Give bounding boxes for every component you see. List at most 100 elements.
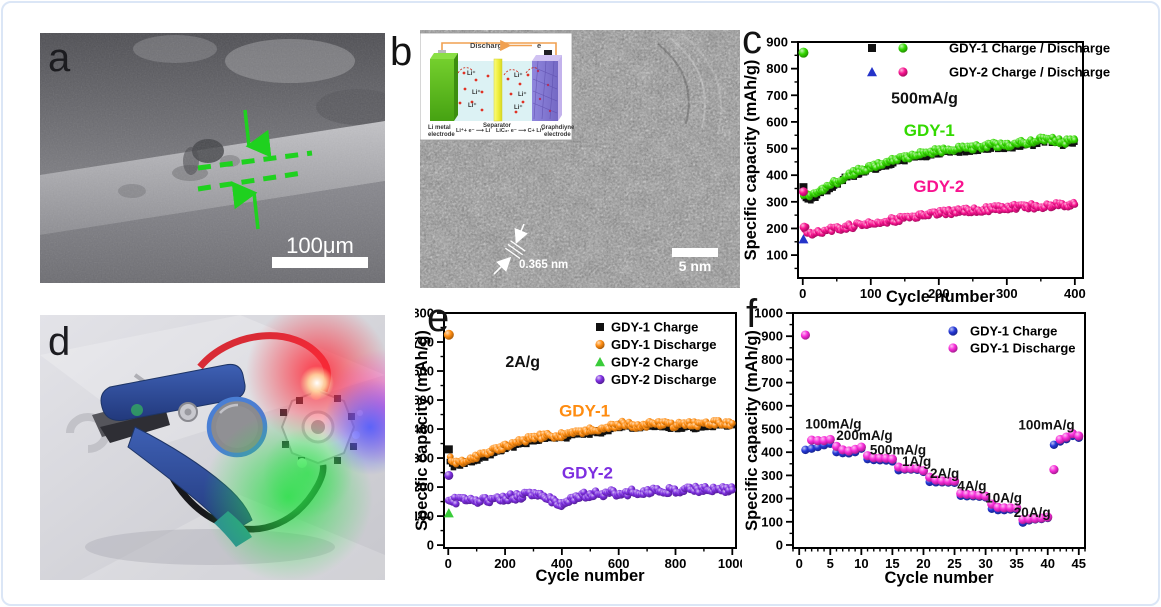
svg-text:GDY-1 Charge: GDY-1 Charge [970, 324, 1057, 339]
lattice-spacing-annotation: 0.365 nm [493, 223, 568, 275]
svg-text:0: 0 [796, 556, 803, 571]
svg-text:200: 200 [928, 286, 950, 301]
panel-d-led-demo-photo [40, 315, 385, 580]
chart-svg-f: 0 5 10 15 20 25 30 35 40 45 0 100 200 300 400 500 600 700… [743, 306, 1086, 588]
svg-text:2A/g: 2A/g [505, 354, 540, 371]
lattice-arrow-icon [493, 256, 512, 275]
svg-text:0: 0 [445, 556, 452, 571]
svg-text:600: 600 [766, 114, 788, 129]
svg-text:Cycle number: Cycle number [884, 569, 994, 587]
ion-path-arrows [457, 67, 539, 76]
svg-text:900: 900 [766, 35, 788, 50]
svg-text:35: 35 [1009, 556, 1023, 571]
svg-text:40: 40 [1040, 556, 1054, 571]
panel-letter-e: e [427, 296, 450, 340]
series-gdy-2-discharge [801, 198, 1079, 239]
svg-text:20A/g: 20A/g [1014, 505, 1051, 520]
ion-label: Li⁺ [514, 104, 523, 111]
arrow-up-icon [231, 181, 260, 230]
svg-text:GDY-2 Discharge: GDY-2 Discharge [611, 372, 717, 387]
left-electrode-label-1: Li metal [428, 125, 451, 131]
svg-text:900: 900 [761, 329, 783, 344]
series-gdy-1-discharge-cycle-1 [443, 329, 454, 340]
scale-bar-label: 100μm [286, 233, 354, 258]
svg-text:800: 800 [766, 61, 788, 76]
chart-cycling-500mAg: 0 100 200 300 400 100 200 300 400 500 600 700 800 900… [740, 18, 1161, 308]
svg-text:300: 300 [996, 286, 1018, 301]
chart-svg-e: 0 200 400 600 800 1000 0 100 200 300 400 500 600 700 8… [412, 306, 746, 586]
panel-letter-f: f [746, 292, 758, 336]
svg-text:100mA/g: 100mA/g [1018, 417, 1074, 432]
svg-text:500mA/g: 500mA/g [891, 91, 958, 108]
ion-label: Li⁺ [468, 102, 477, 109]
series-gdy-2-discharge-cycle-1 [444, 470, 454, 480]
thickness-annotation [197, 109, 313, 230]
svg-text:25: 25 [947, 556, 961, 571]
panel-a-sem-image: 100μm [40, 33, 385, 283]
ion-label: Li⁺ [514, 72, 523, 79]
svg-text:GDY-2: GDY-2 [913, 177, 964, 196]
right-electrode-label-1: Graphdiyne [541, 125, 575, 131]
legend: GDY-1 Charge GDY-1 Discharge GDY-2 Charge G… [595, 320, 717, 387]
ion-label: Li⁺ [518, 91, 527, 98]
battery-schematic-inset: Discharge e [420, 32, 575, 141]
series-gdy-2-charge-cycle-1 [443, 508, 454, 518]
svg-text:700: 700 [766, 88, 788, 103]
svg-text:300: 300 [415, 451, 434, 466]
svg-text:GDY-1: GDY-1 [559, 402, 610, 421]
scale-bar-label: 5 nm [679, 258, 712, 274]
svg-text:100mA/g: 100mA/g [805, 416, 861, 431]
svg-text:500: 500 [766, 141, 788, 156]
left-electrode-label-2: electrode [428, 132, 455, 138]
svg-text:30: 30 [978, 556, 992, 571]
panel-letter-c: c [742, 18, 762, 62]
series-gdy-1-discharge [800, 330, 1084, 525]
svg-text:100: 100 [860, 286, 882, 301]
right-reaction-label: LiC₃- e⁻ ⟶ C+ Li⁺ [496, 127, 544, 134]
series-gdy-1-charge-cycle-1 [444, 445, 453, 454]
panel-letter-d: d [48, 320, 71, 364]
series-gdy-2-charge-cycle-1 [798, 234, 809, 244]
svg-text:200: 200 [761, 491, 783, 506]
svg-text:400: 400 [415, 422, 434, 437]
svg-text:700: 700 [761, 375, 783, 390]
svg-text:0: 0 [776, 537, 783, 552]
series-gdy-2-discharge-cycle-1 [798, 187, 809, 232]
svg-text:500mA/g: 500mA/g [870, 443, 926, 458]
sem-texture [40, 33, 385, 283]
svg-text:45: 45 [1072, 556, 1086, 571]
svg-text:GDY-1 Charge / Discharge: GDY-1 Charge / Discharge [949, 41, 1110, 56]
lattice-arrow-icon [514, 223, 528, 244]
svg-text:200: 200 [494, 556, 516, 571]
svg-text:15: 15 [885, 556, 899, 571]
chart-svg-c: 0 100 200 300 400 100 200 300 400 500 600 700 800 900… [742, 35, 1110, 307]
svg-text:400: 400 [1064, 286, 1086, 301]
scale-bar: 100μm [272, 233, 368, 268]
series-gdy-2-discharge [444, 482, 736, 511]
svg-text:800: 800 [665, 556, 687, 571]
svg-text:10: 10 [854, 556, 868, 571]
svg-text:10A/g: 10A/g [985, 490, 1022, 505]
svg-text:1A/g: 1A/g [902, 454, 931, 469]
left-reaction-label: Li⁺+ e⁻ ⟶ Li [456, 127, 491, 134]
lattice-label: 0.365 nm [519, 259, 568, 271]
green-reflection [131, 404, 143, 416]
led-glows [203, 315, 385, 580]
svg-text:Cycle number: Cycle number [886, 288, 996, 306]
svg-text:600: 600 [761, 398, 783, 413]
graphdiyne-electrode [532, 50, 562, 121]
svg-text:GDY-1 Discharge: GDY-1 Discharge [611, 337, 717, 352]
svg-text:1000: 1000 [754, 306, 783, 321]
svg-text:200: 200 [766, 221, 788, 236]
panel-letter-b: b [390, 30, 413, 74]
chart-rate-capability: 0 5 10 15 20 25 30 35 40 45 0 100 200 300 400 500 600 700… [743, 296, 1161, 604]
svg-text:2A/g: 2A/g [930, 466, 959, 481]
svg-text:200: 200 [415, 480, 434, 495]
svg-text:Specific capacity (mAh/g): Specific capacity (mAh/g) [745, 330, 761, 531]
svg-text:100: 100 [766, 248, 788, 263]
svg-text:Cycle number: Cycle number [535, 567, 645, 585]
li-metal-electrode [430, 50, 458, 121]
svg-text:5: 5 [827, 556, 834, 571]
series-gdy-1-charge-cycle-1 [799, 183, 808, 192]
li-ion-dots [458, 71, 530, 114]
